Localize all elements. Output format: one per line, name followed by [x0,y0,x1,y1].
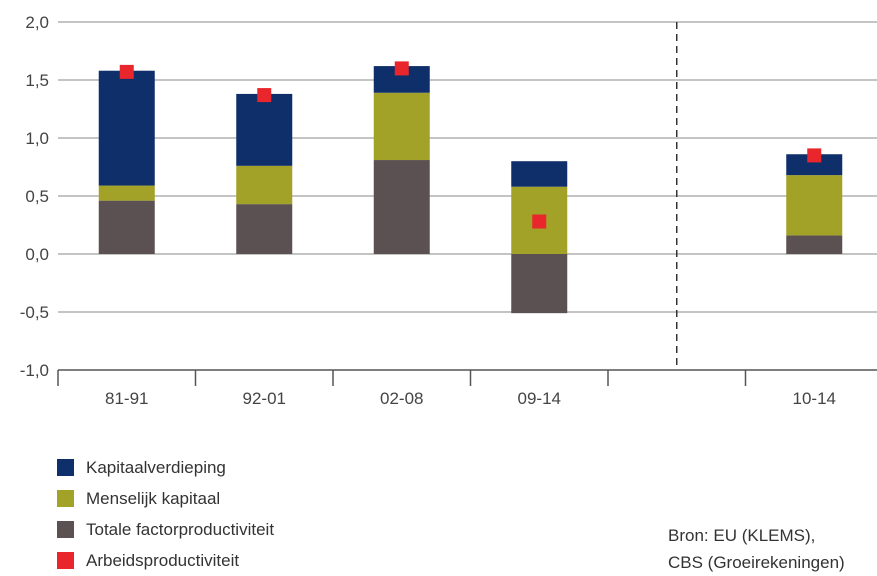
marker-point [119,64,134,79]
x-tick-label: 81-91 [105,389,148,408]
y-tick-label: 1,5 [25,71,49,90]
x-tick-label: 92-01 [243,389,286,408]
bar-segment [786,175,843,236]
marker-point [394,61,409,76]
legend-item-totale-factorproductiviteit: Totale factorproductiviteit [57,514,274,545]
legend-swatch-menselijk-kapitaal [57,490,74,507]
y-tick-label: -1,0 [20,361,49,380]
bar-segment [373,160,430,254]
marker-point [257,88,272,103]
stacked-bar-chart: 2,0 1,5 1,0 0,5 0,0 -0,5 -1,0 81-91 92-01 02-08 09… [20,13,877,408]
bar-segment [98,200,155,254]
marker-point [807,148,822,163]
x-tick-label: 09-14 [518,389,561,408]
bar-segment [236,165,293,205]
x-tick-label: 10-14 [793,389,836,408]
source-note: Bron: EU (KLEMS), CBS (Groeirekeningen) [668,522,845,576]
legend-item-menselijk-kapitaal: Menselijk kapitaal [57,483,274,514]
legend: Kapitaalverdieping Menselijk kapitaal To… [57,452,274,576]
legend-swatch-totale-factorproductiviteit [57,521,74,538]
legend-swatch-kapitaalverdieping [57,459,74,476]
legend-label: Totale factorproductiviteit [86,519,275,539]
y-tick-label: -0,5 [20,303,49,322]
source-line-1: Bron: EU (KLEMS), [668,526,816,545]
marker-point [532,214,547,229]
bar-segment [786,235,843,254]
legend-label: Menselijk kapitaal [86,488,221,508]
x-tick-label: 02-08 [380,389,423,408]
legend-item-kapitaalverdieping: Kapitaalverdieping [57,452,274,483]
legend-item-arbeidsproductiviteit: Arbeidsproductiviteit [57,545,274,576]
y-tick-label: 0,5 [25,187,49,206]
bar-segment [786,154,843,176]
y-tick-label: 2,0 [25,13,49,32]
legend-label: Kapitaalverdieping [86,457,226,477]
bar-segment [511,254,568,314]
bar-segment [511,161,568,187]
legend-label: Arbeidsproductiviteit [86,550,240,570]
legend-swatch-arbeidsproductiviteit [57,552,74,569]
bar-segment [236,93,293,166]
y-tick-label: 1,0 [25,129,49,148]
bar-segment [98,185,155,201]
bar-segment [236,204,293,254]
bar-segment [98,70,155,186]
source-line-2: CBS (Groeirekeningen) [668,553,845,572]
bar-segment [373,92,430,161]
y-tick-label: 0,0 [25,245,49,264]
